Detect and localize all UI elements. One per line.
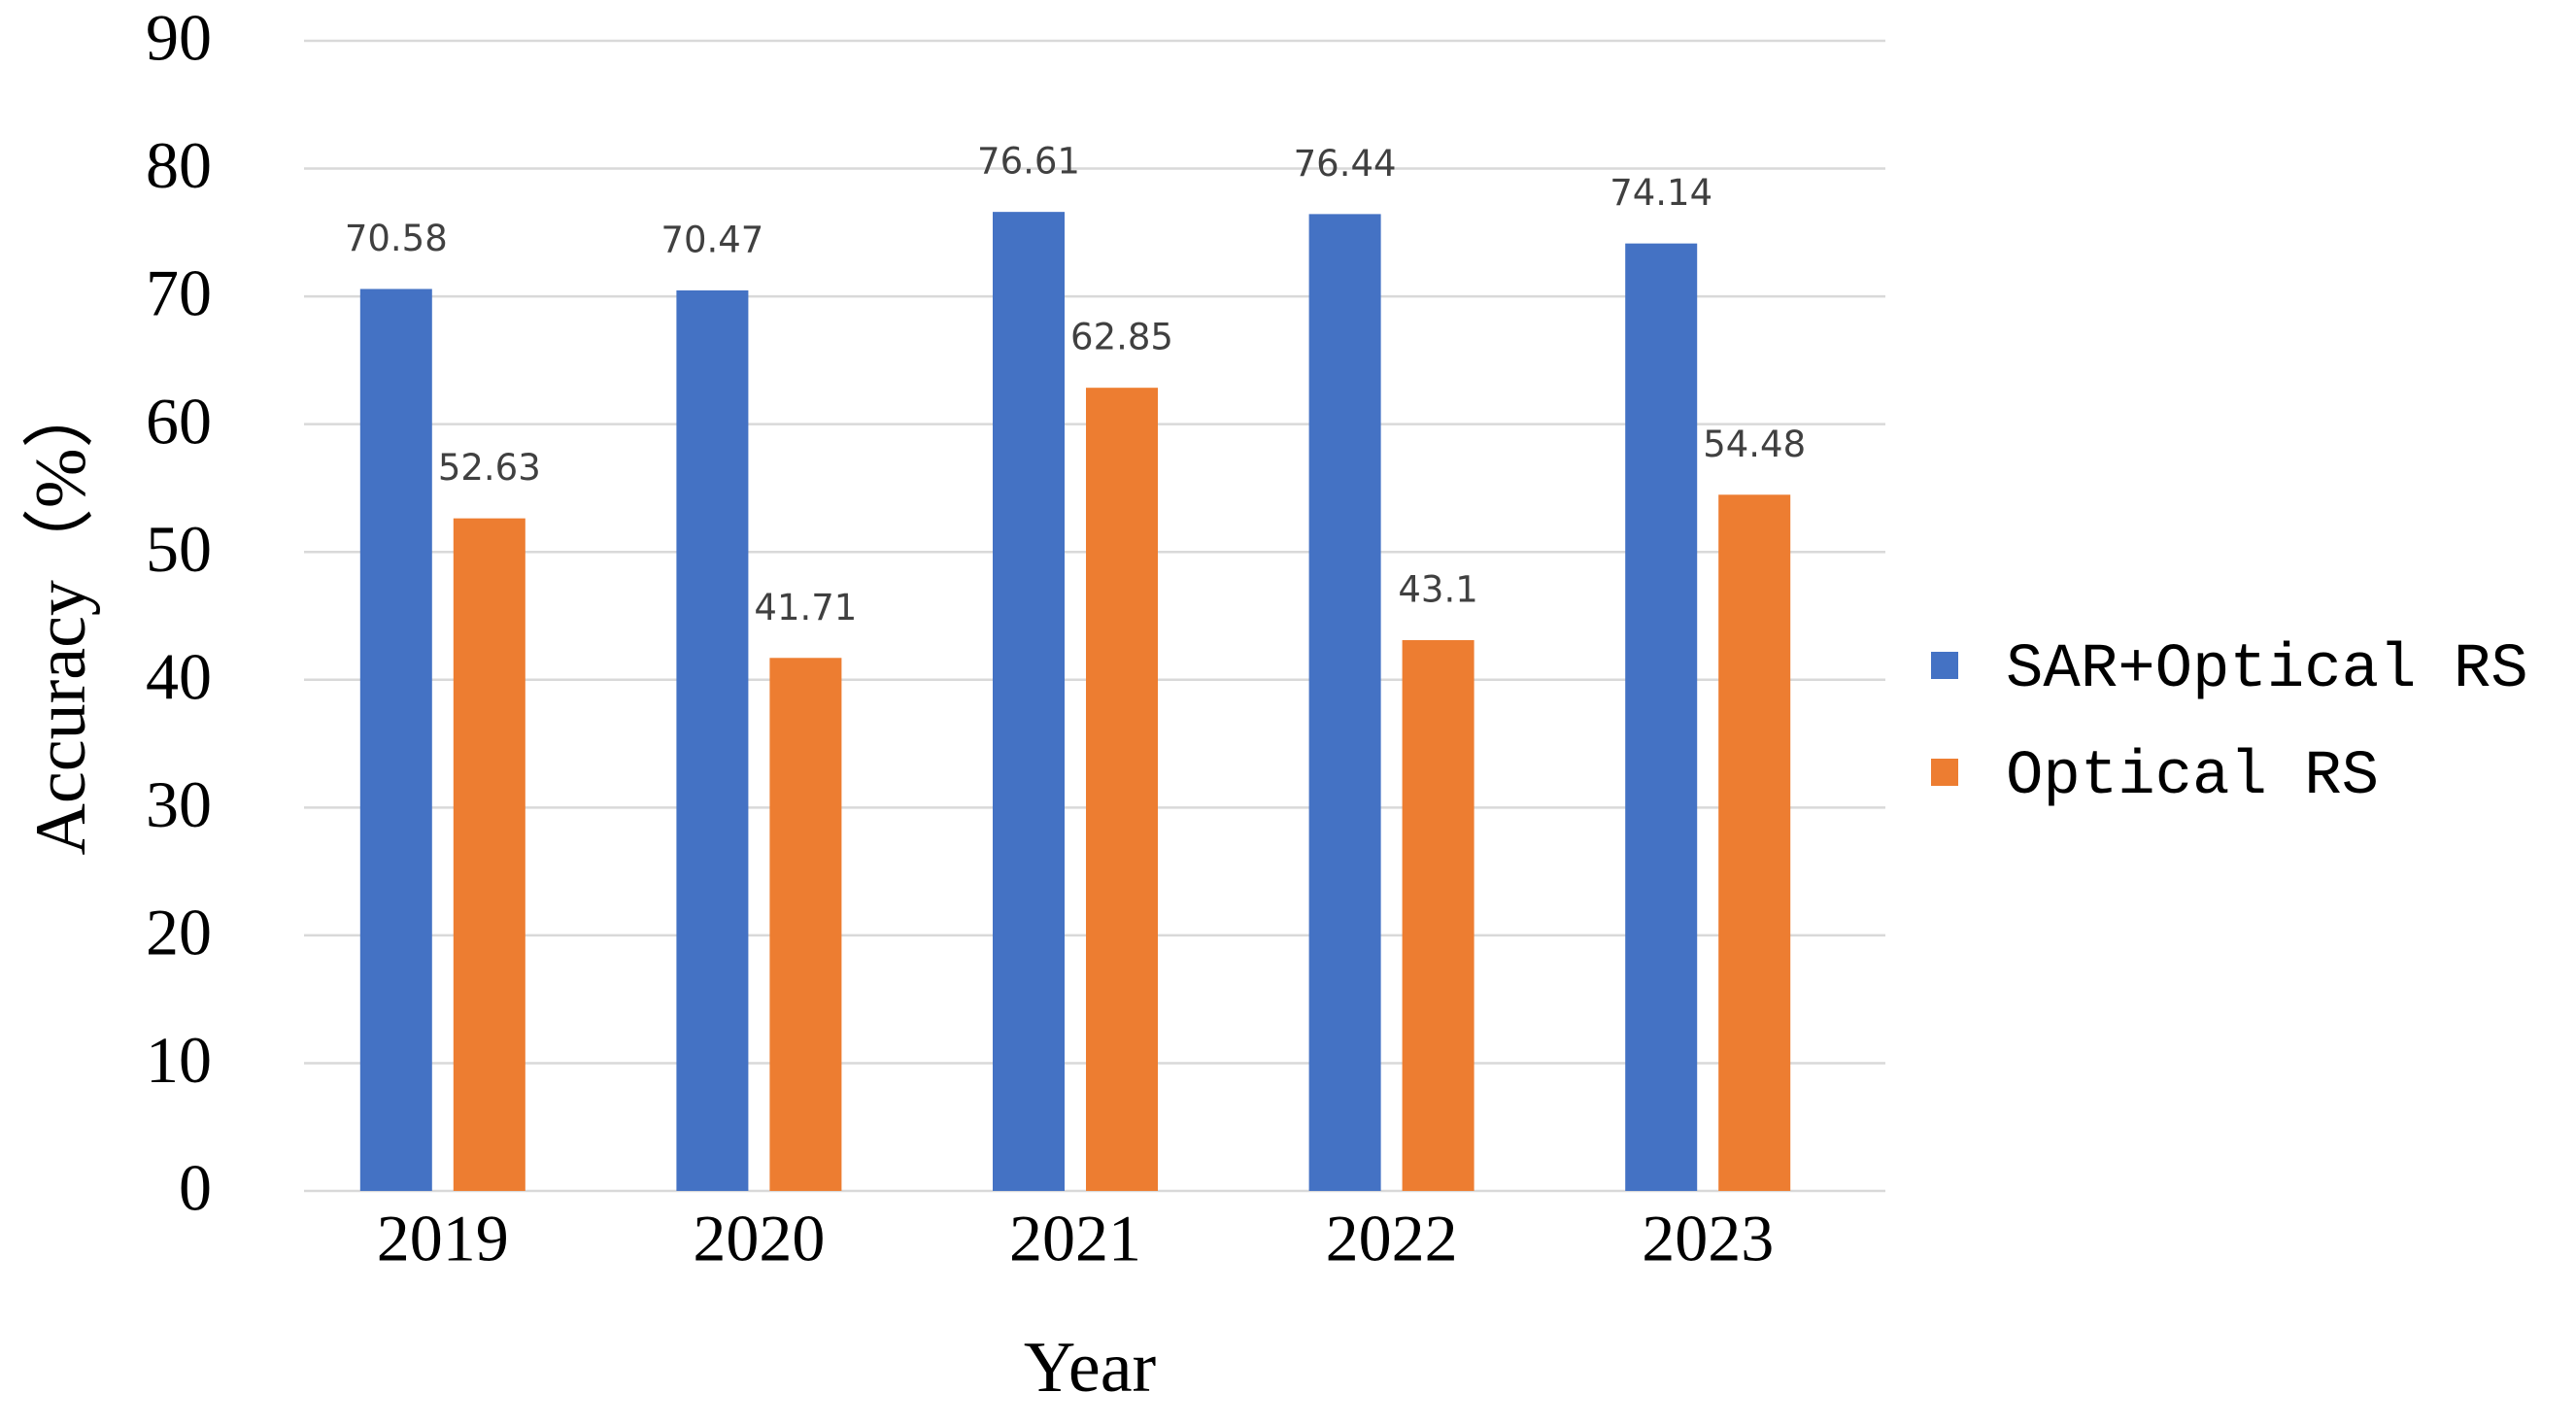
y-tick-label: 30 xyxy=(146,767,212,841)
bar xyxy=(769,658,842,1191)
data-label: 76.44 xyxy=(1294,143,1397,185)
y-tick-label: 0 xyxy=(179,1151,212,1225)
bar xyxy=(1718,494,1791,1191)
data-label: 54.48 xyxy=(1703,424,1806,465)
data-label: 74.14 xyxy=(1610,172,1712,214)
legend-label: Optical RS xyxy=(2006,742,2379,812)
data-label: 70.58 xyxy=(345,218,448,259)
bar xyxy=(359,289,432,1191)
y-axis-title: Accuracy（%） xyxy=(21,376,101,855)
data-label: 76.61 xyxy=(977,141,1080,183)
x-tick-label: 2023 xyxy=(1642,1202,1774,1275)
y-tick-label: 90 xyxy=(146,1,212,75)
bar xyxy=(1086,388,1158,1191)
legend-swatch xyxy=(1931,759,1958,786)
bar xyxy=(1402,639,1474,1191)
bar xyxy=(676,289,749,1192)
data-label: 52.63 xyxy=(438,447,541,489)
y-tick-label: 60 xyxy=(146,384,212,458)
x-tick-label: 2019 xyxy=(377,1202,509,1275)
bar xyxy=(993,212,1065,1191)
data-label: 70.47 xyxy=(661,219,763,260)
x-axis-title: Year xyxy=(1024,1328,1156,1408)
bar xyxy=(453,518,525,1191)
x-tick-label: 2021 xyxy=(1009,1202,1141,1275)
bar xyxy=(1308,214,1381,1191)
legend-label: SAR+Optical RS xyxy=(2006,635,2528,705)
x-tick-label: 2020 xyxy=(693,1202,825,1275)
y-tick-label: 80 xyxy=(146,128,212,202)
bar xyxy=(1625,243,1698,1192)
y-tick-label: 10 xyxy=(146,1023,212,1097)
data-label: 43.1 xyxy=(1398,568,1477,610)
legend-swatch xyxy=(1931,652,1958,679)
y-tick-label: 40 xyxy=(146,639,212,713)
x-tick-label: 2022 xyxy=(1326,1202,1458,1275)
y-tick-label: 50 xyxy=(146,512,212,586)
y-tick-label: 70 xyxy=(146,256,212,330)
data-label: 41.71 xyxy=(754,587,857,628)
data-label: 62.85 xyxy=(1070,317,1173,358)
y-tick-label: 20 xyxy=(146,895,212,968)
